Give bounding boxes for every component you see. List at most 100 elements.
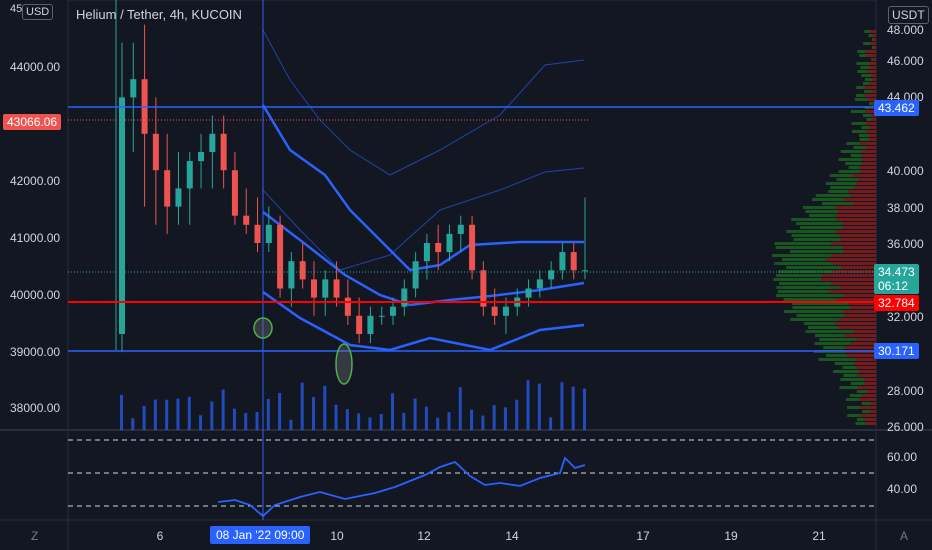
volume-profile-bar	[815, 342, 850, 345]
candle-body	[175, 188, 181, 206]
volume-profile-bar	[776, 294, 844, 297]
volume-profile-bar	[871, 58, 873, 61]
volume-profile-bar	[861, 126, 869, 129]
volume-profile-bar	[862, 162, 876, 165]
volume-profile-bar	[772, 254, 831, 257]
volume-bar	[143, 406, 146, 430]
volume-profile-bar	[857, 70, 866, 73]
volume-profile-bar	[836, 298, 876, 301]
volume-profile-bar	[872, 38, 874, 41]
volume-profile-bar	[797, 314, 846, 317]
volume-profile-bar	[830, 174, 853, 177]
candle-body	[390, 307, 396, 316]
right-tick: 32.000	[887, 310, 924, 324]
volume-profile-bar	[860, 398, 876, 401]
volume-profile-bar	[837, 218, 876, 221]
volume-profile-bar	[859, 134, 869, 137]
volume-profile-bar	[774, 262, 833, 265]
volume-profile-bar	[839, 386, 857, 389]
volume-profile-bar	[792, 234, 840, 237]
volume-profile-bar	[871, 402, 876, 405]
volume-profile-bar	[816, 194, 851, 197]
volume-profile-bar	[836, 206, 876, 209]
right-tick: 38.000	[887, 201, 924, 215]
volume-profile-bar	[837, 178, 860, 181]
volume-profile-bar	[803, 206, 836, 209]
left-currency-badge[interactable]: USD	[22, 4, 53, 20]
volume-profile-bar	[847, 406, 860, 409]
volume-bar	[176, 399, 179, 430]
volume-profile-bar	[860, 406, 876, 409]
volume-bar	[515, 400, 518, 430]
volume-profile-bar	[774, 242, 831, 245]
volume-profile-bar	[776, 286, 839, 289]
right-currency-badge[interactable]: USDT	[888, 6, 929, 24]
volume-profile-bar	[842, 366, 856, 369]
left-tick: 38000.00	[10, 401, 60, 415]
red-level-tag: 32.784	[874, 295, 919, 311]
volume-profile-bar	[866, 130, 876, 133]
volume-bar	[391, 393, 394, 430]
volume-profile-bar	[804, 322, 835, 325]
volume-bar	[402, 413, 405, 430]
auto-scale-toggle[interactable]: A	[900, 529, 908, 543]
left-tick: 39000.00	[10, 345, 60, 359]
volume-profile-bar	[872, 90, 876, 93]
volume-profile-bar	[859, 54, 867, 57]
crosshair-time-label: 08 Jan '22 09:00	[210, 526, 310, 544]
volume-profile-bar	[826, 258, 876, 261]
volume-profile-bar	[870, 82, 876, 85]
volume-profile-bar	[806, 330, 854, 333]
volume-profile-bar	[851, 306, 876, 309]
left-crosshair-price: 43066.06	[3, 114, 61, 130]
right-tick: 40.000	[887, 164, 924, 178]
candle-body	[255, 225, 261, 243]
volume-profile-bar	[861, 170, 876, 173]
volume-profile-bar	[853, 174, 876, 177]
volume-profile-bar	[839, 326, 876, 329]
volume-profile-bar	[847, 354, 876, 357]
band-upper	[263, 105, 584, 270]
volume-bar	[470, 410, 473, 430]
volume-profile-bar	[844, 374, 858, 377]
volume-profile-bar	[779, 282, 831, 285]
volume-profile-bar	[815, 334, 845, 337]
volume-bar	[165, 400, 168, 430]
volume-profile-bar	[862, 154, 876, 157]
volume-profile-bar	[863, 82, 870, 85]
volume-profile-bar	[784, 310, 843, 313]
left-tick: 42000.00	[10, 174, 60, 188]
volume-profile-bar	[866, 122, 876, 125]
volume-profile-bar	[776, 246, 843, 249]
volume-bar	[131, 418, 134, 430]
volume-profile-bar	[773, 278, 821, 281]
volume-profile-bar	[792, 306, 850, 309]
candle-body	[356, 316, 362, 334]
volume-profile-bar	[822, 202, 853, 205]
volume-profile-bar	[869, 62, 876, 65]
volume-bar	[210, 401, 213, 430]
right-tick: 48.000	[887, 23, 924, 37]
current-price: 34.473	[878, 265, 915, 279]
volume-profile-bar	[867, 390, 876, 393]
log-scale-toggle[interactable]: Z	[31, 529, 38, 543]
volume-profile-bar	[865, 50, 876, 53]
volume-profile-bar	[852, 130, 866, 133]
x-tick: 17	[636, 529, 649, 543]
volume-profile-bar	[846, 398, 860, 401]
volume-profile	[772, 30, 876, 425]
volume-profile-bar	[830, 186, 855, 189]
volume-profile-bar	[847, 414, 861, 417]
candle-body	[221, 134, 227, 170]
volume-profile-bar	[826, 182, 856, 185]
volume-profile-bar	[850, 394, 862, 397]
volume-profile-bar	[856, 94, 864, 97]
candle-body	[424, 243, 430, 261]
volume-profile-bar	[856, 86, 865, 89]
band-outer-lower	[263, 168, 584, 270]
right-tick: 46.000	[887, 54, 924, 68]
volume-profile-bar	[842, 246, 876, 249]
volume-profile-bar	[859, 370, 876, 373]
volume-profile-bar	[826, 354, 847, 357]
